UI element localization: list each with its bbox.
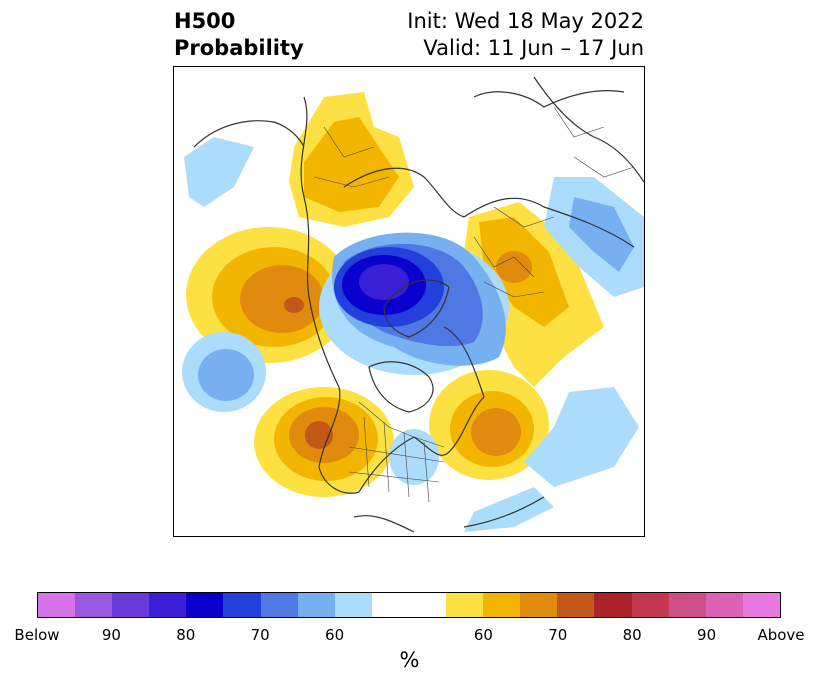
colorbar-ticks: Below 90 80 70 60 60 70 80 90 Above [14,626,804,646]
coastlines [193,76,644,533]
colorbar-tick-label: 60 [325,626,345,644]
colorbar-segment [186,593,224,617]
colorbar-segment [75,593,113,617]
colorbar-segment [260,593,298,617]
anomaly-positive-pacific [186,227,352,363]
colorbar-tick-label: Below [14,626,60,644]
anomaly-positive-atlantic [429,370,549,480]
chart-title: H500 Probability [174,8,304,62]
colorbar [37,592,781,618]
valid-dates: Valid: 11 Jun – 17 Jun [423,36,644,60]
colorbar-segment [371,593,447,617]
colorbar-segment [631,593,669,617]
title-variable: H500 [174,9,236,33]
colorbar-segment [149,593,187,617]
anomaly-negative-bering [184,137,254,207]
political-borders [313,106,635,503]
colorbar-segment [223,593,261,617]
colorbar-segment [594,593,632,617]
anomaly-negative-southeast [524,387,639,487]
colorbar-segment [446,593,484,617]
colorbar-tick-label: 90 [101,626,121,644]
colorbar-segment [334,593,372,617]
colorbar-segment [297,593,335,617]
colorbar-segment [483,593,521,617]
colorbar-segment [38,593,76,617]
colorbar-tick-label: 80 [622,626,642,644]
anomaly-negative-north-pacific [182,332,266,412]
colorbar-tick-label: 90 [697,626,717,644]
title-type: Probability [174,36,304,60]
map-canvas [182,76,644,533]
colorbar-tick-label: Above [757,626,805,644]
anomaly-positive-nw-canada [289,92,414,227]
anomaly-negative-south [464,487,554,532]
colorbar-tick-label: 70 [548,626,568,644]
colorbar-tick-label: 70 [250,626,270,644]
colorbar-segment [705,593,743,617]
colorbar-segment [668,593,706,617]
colorbar-tick-label: 60 [473,626,493,644]
colorbar-segment [557,593,595,617]
colorbar-segment [112,593,150,617]
chart-dates: Init: Wed 18 May 2022 Valid: 11 Jun – 17… [407,8,644,62]
colorbar-tick-label: 80 [176,626,196,644]
anomaly-negative-arctic [319,232,509,375]
probability-map [173,66,645,537]
colorbar-segment [520,593,558,617]
init-date: Init: Wed 18 May 2022 [407,9,644,33]
colorbar-segment [742,593,780,617]
anomaly-negative-siberia [544,177,644,297]
colorbar-unit: % [399,648,420,672]
anomaly-positive-western-us [254,387,394,497]
